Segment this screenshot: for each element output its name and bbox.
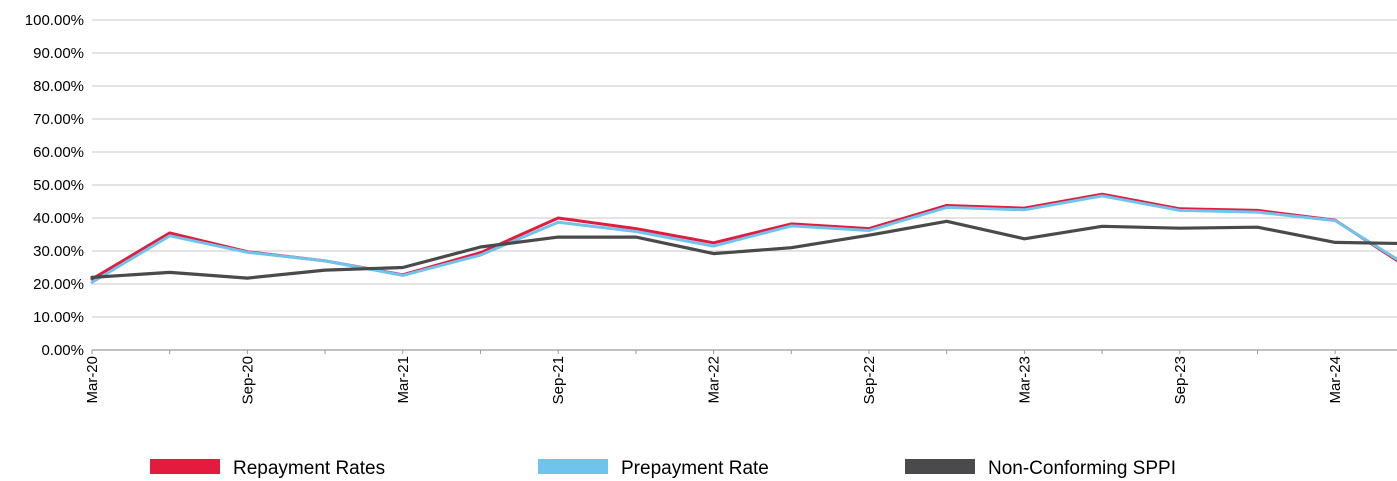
series-line-2 <box>90 194 1397 284</box>
x-tick-label: Mar-22 <box>706 356 723 404</box>
x-tick-label: Sep-21 <box>550 356 567 404</box>
grid-lines <box>92 19 1397 351</box>
y-tick-label: 60.00% <box>33 144 84 161</box>
y-axis-tick-labels: 0.00% 10.00% 20.00% 30.00% 40.00% 50.00% 60.00… <box>25 12 84 359</box>
x-axis-tick-labels: Mar-20 Sep-20 Mar-21 Sep-21 Mar-22 Sep-22 Mar-… <box>84 350 1344 404</box>
legend-swatch <box>538 459 608 474</box>
x-tick-label: Mar-23 <box>1016 356 1033 404</box>
y-tick-label: 10.00% <box>33 309 84 326</box>
y-tick-label: 40.00% <box>33 210 84 227</box>
x-tick-label: Sep-23 <box>1172 356 1189 404</box>
y-tick-label: 50.00% <box>33 177 84 194</box>
y-tick-label: 30.00% <box>33 243 84 260</box>
x-tick-label: Sep-20 <box>239 356 256 404</box>
y-tick-label: 0.00% <box>41 342 84 359</box>
legend-swatch <box>150 459 220 474</box>
y-tick-label: 70.00% <box>33 111 84 128</box>
legend: Repayment Rates Prepayment Rate Non-Confor… <box>150 458 1176 479</box>
series-line-3 <box>90 219 1397 280</box>
legend-swatch <box>905 459 975 474</box>
x-tick-label: Mar-20 <box>84 356 101 404</box>
series-lines <box>90 192 1397 284</box>
x-tick-label: Mar-24 <box>1327 356 1344 404</box>
y-tick-label: 80.00% <box>33 78 84 95</box>
x-tick-label: Mar-21 <box>395 356 412 404</box>
legend-label: Non-Conforming SPPI <box>988 458 1176 479</box>
x-tick-label: Sep-22 <box>861 356 878 404</box>
y-tick-label: 100.00% <box>25 12 84 29</box>
legend-label: Repayment Rates <box>233 458 385 479</box>
y-tick-label: 20.00% <box>33 276 84 293</box>
y-tick-label: 90.00% <box>33 45 84 62</box>
legend-label: Prepayment Rate <box>621 458 769 479</box>
